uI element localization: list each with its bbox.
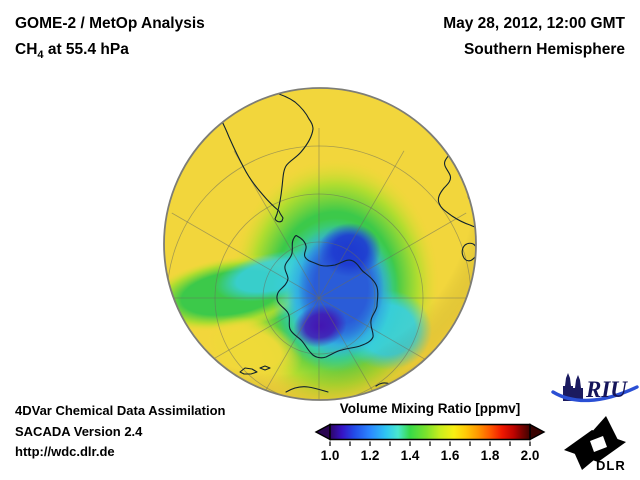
species-name: CH <box>15 41 38 58</box>
tick-label-1.4: 1.4 <box>400 448 420 463</box>
tick-label-2.0: 2.0 <box>520 448 540 463</box>
region-line: Southern Hemisphere <box>463 41 625 58</box>
island-1 <box>239 367 258 375</box>
riu-logo: RIU <box>551 373 639 403</box>
globe-rim-shade <box>164 88 476 400</box>
colorbar-right-arrow <box>529 423 546 441</box>
colorbar-left-arrow <box>314 423 331 441</box>
pressure-level: at 55.4 hPa <box>43 41 129 58</box>
version-label: SACADA Version 2.4 <box>15 423 143 439</box>
tick-label-1.0: 1.0 <box>320 448 340 463</box>
analysis-title: GOME-2 / MetOp Analysis <box>15 15 205 32</box>
dlr-logo: DLR <box>564 416 626 473</box>
tick-label-1.8: 1.8 <box>480 448 500 463</box>
coast-madagascar <box>461 242 476 262</box>
header-right: May 28, 2012, 12:00 GMT Southern Hemisph… <box>443 11 625 63</box>
riu-logo-text: RIU <box>585 377 628 402</box>
dlr-logo-text: DLR <box>596 458 626 473</box>
dlr-arrow-icon <box>564 416 626 470</box>
url-label: http://wdc.dlr.de <box>15 444 115 459</box>
coast-antarctica <box>276 235 379 359</box>
colorbar <box>314 423 546 446</box>
colorbar-title: Volume Mixing Ratio [ppmv] <box>339 401 521 416</box>
coast-south-america <box>214 89 314 223</box>
colorbar-gradient-bar <box>329 423 531 441</box>
coast-bottom-1 <box>285 386 329 393</box>
tick-label-1.6: 1.6 <box>440 448 460 463</box>
header-left: GOME-2 / MetOp Analysis CH4 at 55.4 hPa <box>15 11 205 68</box>
globe-rim <box>163 87 477 401</box>
cathedral-icon <box>563 373 583 401</box>
riu-swoosh-icon <box>551 385 639 403</box>
species-subscript: 4 <box>37 49 44 62</box>
colorbar-ticks <box>329 441 531 446</box>
island-2 <box>259 365 271 371</box>
tick-label-1.2: 1.2 <box>360 448 380 463</box>
assimilation-label: 4DVar Chemical Data Assimilation <box>15 403 226 418</box>
footer-attribution: 4DVar Chemical Data Assimilation SACADA … <box>15 401 226 463</box>
date-line: May 28, 2012, 12:00 GMT <box>443 15 625 32</box>
species-level: CH4 at 55.4 hPa <box>15 37 205 68</box>
